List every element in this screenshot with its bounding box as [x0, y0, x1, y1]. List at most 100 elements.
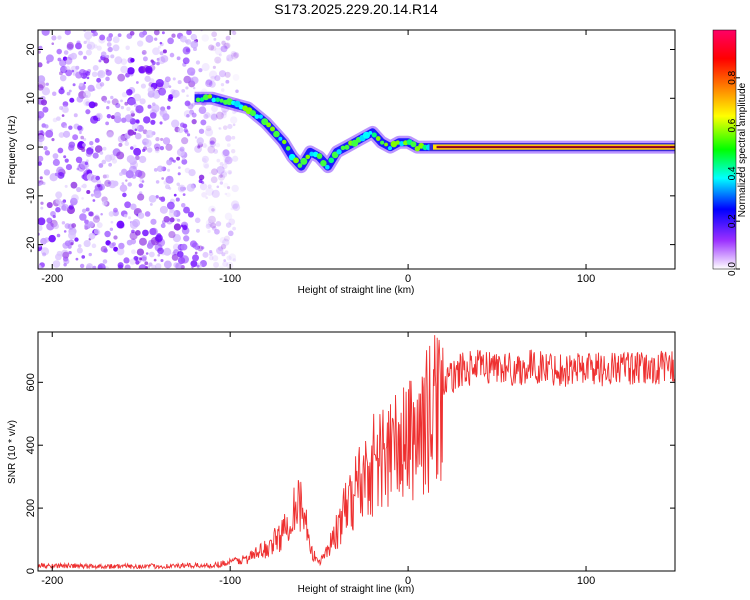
ridge-peak — [211, 97, 217, 103]
ridge-peak — [273, 130, 280, 138]
noise-blob — [155, 263, 162, 269]
noise-blob — [118, 242, 125, 250]
noise-blob — [85, 207, 90, 212]
colorbar-label: Normalized spectral amplitude — [737, 82, 748, 217]
noise-blob — [129, 30, 135, 36]
noise-blob — [204, 163, 209, 169]
ridge-peak — [261, 118, 269, 126]
noise-blob — [165, 184, 171, 190]
noise-blob — [121, 91, 128, 98]
noise-blob — [157, 253, 161, 257]
noise-blob — [113, 235, 118, 240]
noise-blob — [83, 40, 87, 45]
noise-blob — [145, 65, 153, 74]
noise-blob — [68, 89, 72, 93]
noise-blob — [40, 206, 44, 210]
ridge-peak — [368, 130, 373, 135]
ridge-peak — [266, 122, 272, 128]
ridge-peak — [362, 131, 371, 139]
noise-blob — [205, 79, 213, 88]
noise-blob — [187, 103, 194, 110]
noise-blob — [208, 205, 217, 214]
noise-blob — [163, 260, 172, 269]
y-tick-label: 600 — [25, 373, 37, 391]
noise-blob — [171, 254, 179, 261]
y-tick-label: -10 — [25, 188, 37, 204]
noise-blob — [58, 88, 65, 95]
noise-blob — [116, 220, 125, 229]
noise-blob — [61, 203, 69, 212]
noise-blob — [223, 259, 227, 262]
noise-blob — [204, 144, 209, 149]
noise-blob — [105, 121, 109, 126]
noise-blob — [219, 237, 226, 244]
noise-blob — [44, 150, 51, 156]
noise-blob — [92, 199, 96, 202]
noise-blob — [83, 239, 91, 248]
noise-blob — [195, 228, 200, 233]
noise-blob — [186, 183, 195, 192]
noise-blob — [176, 156, 181, 161]
noise-blob — [168, 209, 177, 218]
noise-blob — [179, 35, 187, 43]
noise-blob — [205, 196, 208, 199]
noise-blob — [112, 44, 120, 52]
noise-blob — [181, 137, 189, 145]
noise-blob — [84, 219, 89, 225]
noise-blob — [57, 57, 62, 62]
noise-blob — [71, 223, 77, 228]
noise-blob — [124, 114, 133, 123]
snr-x-label: Height of straight line (km) — [298, 584, 415, 595]
noise-blob — [215, 42, 221, 47]
noise-blob — [62, 106, 69, 114]
noise-blob — [77, 244, 82, 248]
noise-blob — [209, 140, 215, 146]
noise-blob — [156, 165, 164, 172]
noise-blob — [94, 145, 103, 153]
noise-blob — [41, 30, 50, 36]
noise-blob — [181, 158, 188, 165]
noise-blob — [214, 75, 221, 82]
noise-blob — [225, 79, 230, 84]
noise-blob — [222, 238, 230, 246]
noise-blob — [177, 218, 181, 222]
noise-blob — [202, 158, 207, 163]
noise-blob — [114, 111, 121, 119]
noise-blob — [124, 138, 128, 142]
noise-blob — [162, 49, 167, 54]
noise-blob — [223, 154, 231, 163]
noise-blob — [221, 40, 226, 46]
noise-blob — [46, 222, 55, 231]
noise-blob — [92, 152, 99, 159]
noise-blob — [117, 262, 124, 269]
noise-blob — [59, 59, 67, 67]
noise-blob — [204, 128, 214, 137]
noise-blob — [102, 200, 108, 206]
noise-blob — [83, 55, 87, 60]
noise-blob — [169, 217, 175, 223]
y-tick-label: 0 — [25, 568, 37, 574]
noise-blob — [90, 175, 99, 183]
noise-blob — [180, 243, 188, 251]
noise-blob — [176, 182, 180, 187]
noise-blob — [84, 31, 93, 40]
noise-blob — [192, 254, 200, 262]
noise-blob — [191, 119, 197, 125]
noise-blob — [208, 221, 212, 225]
x-tick-label: -100 — [219, 575, 241, 587]
noise-blob — [86, 76, 90, 80]
noise-blob — [147, 86, 155, 94]
noise-blob — [149, 112, 157, 119]
noise-blob — [161, 31, 165, 35]
noise-blob — [105, 54, 110, 59]
noise-blob — [98, 59, 102, 63]
noise-blob — [210, 75, 216, 82]
noise-blob — [222, 261, 229, 268]
noise-blob — [120, 99, 123, 103]
noise-blob — [38, 62, 43, 68]
noise-blob — [224, 71, 231, 78]
noise-blob — [135, 260, 140, 265]
noise-blob — [96, 45, 102, 51]
